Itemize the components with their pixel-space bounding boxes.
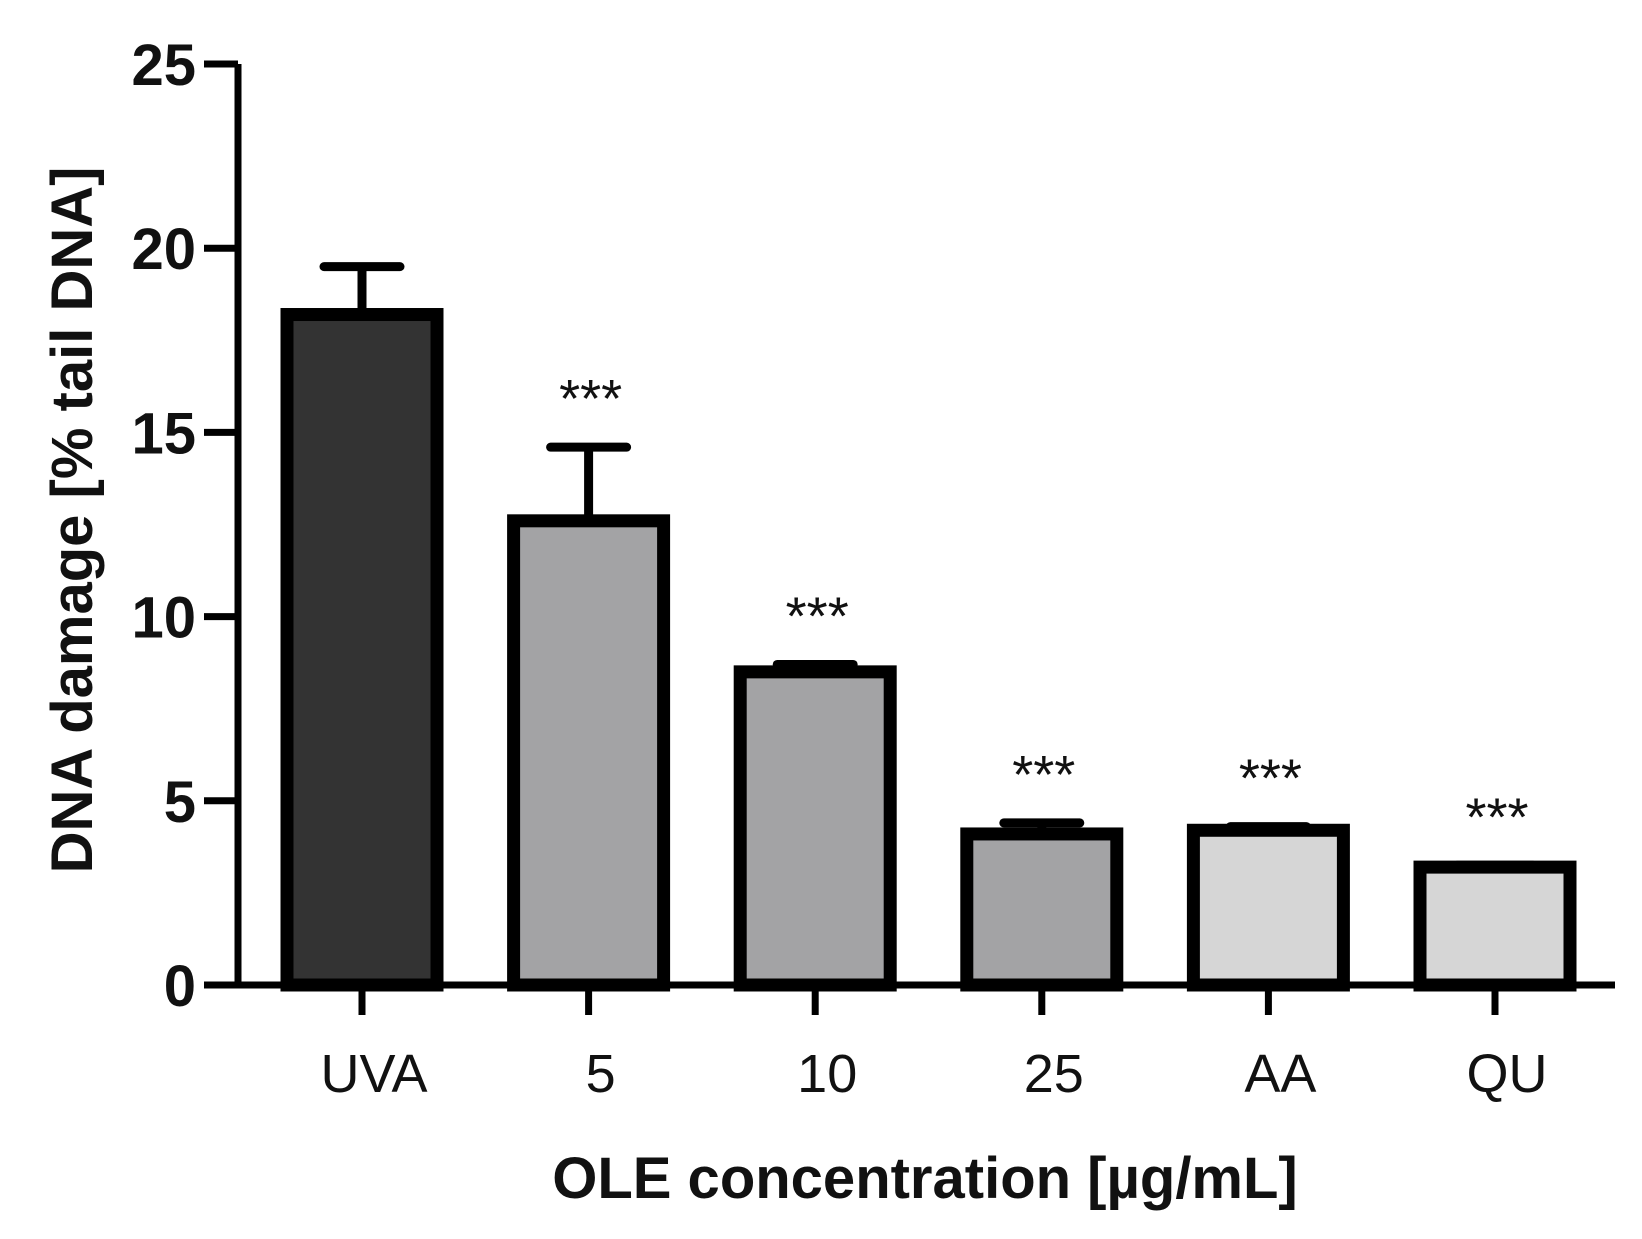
x-tick-label: 25 [1024,1044,1084,1104]
labels-layer: UVA *** 5 *** 10 *** 25 *** AA *** QU 0 5 10 15 20 25 OLE… [40,33,1548,1211]
bar-aa [1186,823,1350,992]
x-tick-label: QU [1467,1044,1548,1104]
y-tick-label: 15 [131,401,196,466]
significance-label: *** [1239,749,1302,809]
x-tick-label: 5 [586,1044,616,1104]
error-bars-layer [319,262,1538,870]
significance-label: *** [1465,787,1528,847]
x-tick-label: 10 [797,1044,857,1104]
bar-5 [507,514,671,992]
bars-layer [280,308,1577,992]
significance-label: *** [786,586,849,646]
y-tick-label: 5 [164,770,196,835]
bar-qu [1413,860,1577,992]
bar-25 [960,827,1124,992]
bar-10 [733,665,897,992]
axes-layer [204,60,1615,1015]
significance-label: *** [1012,745,1075,805]
x-tick-label: UVA [320,1044,427,1104]
y-axis-title: DNA damage [% tail DNA] [40,167,105,874]
y-tick-label: 20 [131,217,196,282]
x-tick-label: AA [1244,1044,1316,1104]
significance-label: *** [559,369,622,429]
x-axis-title: OLE concentration [µg/mL] [552,1146,1298,1211]
y-tick-label: 0 [164,954,196,1019]
y-tick-label: 25 [131,33,196,98]
bar-uva [280,308,444,992]
y-tick-label: 10 [131,586,196,651]
